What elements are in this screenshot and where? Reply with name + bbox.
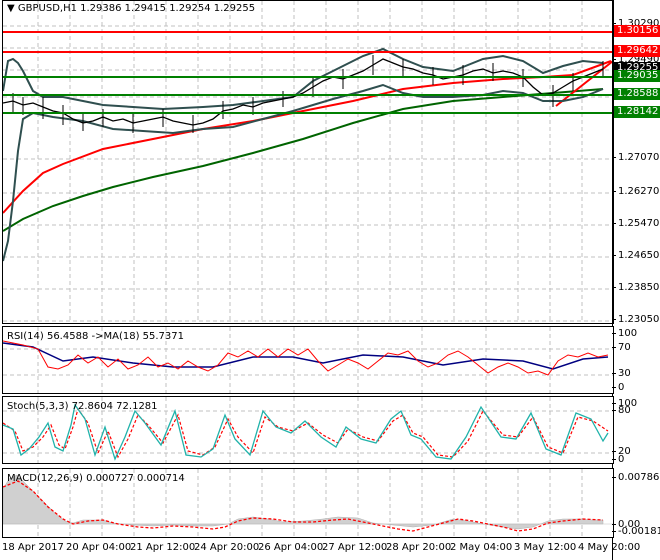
price-tick: 1.26270 [611,186,660,197]
rsi-ma-line [3,342,609,370]
stoch-signal-line [3,407,609,459]
price-tick: 1.29490 [611,54,660,65]
axis-separator [612,0,613,560]
macd-axis: 0.007866 0.00 -0.001819 [611,468,660,537]
price-tick: 1.30290 [611,18,660,29]
price-chart-pane[interactable]: ▼ GBPUSD,H1 1.29386 1.29415 1.29254 1.29… [2,0,614,324]
price-tick: 1.23850 [611,282,660,293]
macd-tick: -0.001819 [611,526,660,537]
time-label: 28 Apr 20:00 [386,542,452,553]
time-label: 3 May 12:00 [514,542,577,553]
stoch-tick: 20 [612,446,631,457]
rsi-axis: 100 70 30 0 [611,326,660,393]
grid [3,1,613,323]
time-label: 26 Apr 04:00 [258,542,324,553]
trendline-red [555,60,613,107]
symbol-ohlc-label: GBPUSD,H1 1.29386 1.29415 1.29254 1.2925… [17,3,256,14]
time-label: 2 May 04:00 [450,542,513,553]
rsi-tick: 100 [611,328,638,339]
time-axis[interactable]: 18 Apr 2017 20 Apr 04:00 21 Apr 12:00 24… [0,542,660,558]
rsi-line [3,340,609,376]
time-label: 27 Apr 12:00 [322,542,388,553]
time-label: 24 Apr 20:00 [194,542,260,553]
collapse-triangle-icon[interactable]: ▼ [7,3,15,14]
rsi-pane[interactable]: RSI(14) 56.4588 ->MA(18) 55.7371 [2,326,614,394]
macd-tick: 0.007866 [612,472,660,483]
time-label: 21 Apr 12:00 [130,542,196,553]
rsi-plot [3,327,613,393]
stoch-title: Stoch(5,3,3) 72.8604 72.1281 [7,401,158,412]
macd-title: MACD(12,26,9) 0.000727 0.000714 [7,473,185,484]
stoch-tick: 0 [611,454,625,465]
level-tag-resistance-2: 1.29642 [614,45,660,57]
price-tick: 1.25470 [611,218,660,229]
level-tag-support-3: 1.28142 [614,106,660,118]
macd-pane[interactable]: MACD(12,26,9) 0.000727 0.000714 [2,468,614,538]
time-label: 18 Apr 2017 [2,542,64,553]
bollinger-upper [3,47,604,111]
time-label: 4 May 20:00 [578,542,641,553]
slow-ma-line [3,88,604,232]
stoch-plot [3,397,613,463]
rsi-tick: 70 [612,342,631,353]
rsi-title: RSI(14) 56.4588 ->MA(18) 55.7371 [7,331,184,342]
macd-plot [3,469,613,537]
stoch-tick: 100 [611,398,638,409]
level-tag-resistance-1: 1.30156 [614,25,660,37]
stoch-main-line [3,403,609,461]
rsi-tick: 0 [611,382,625,393]
bollinger-lower [3,83,604,262]
level-tag-support-1: 1.29035 [614,70,660,82]
stoch-tick: 80 [612,405,631,416]
rsi-tick: 30 [612,368,631,379]
level-tag-support-2: 1.28588 [614,88,660,100]
price-plot [3,1,613,323]
macd-tick: 0.00 [611,519,641,530]
stochastic-pane[interactable]: Stoch(5,3,3) 72.8604 72.1281 [2,396,614,464]
price-tick: 1.23050 [611,314,660,325]
chart-title: ▼ GBPUSD,H1 1.29386 1.29415 1.29254 1.29… [7,3,255,14]
price-tick: 1.27070 [611,152,660,163]
price-tick: 1.24650 [611,250,660,261]
macd-signal-line [3,480,604,532]
time-label: 20 Apr 04:00 [66,542,132,553]
stoch-axis: 100 80 20 0 [611,396,660,465]
